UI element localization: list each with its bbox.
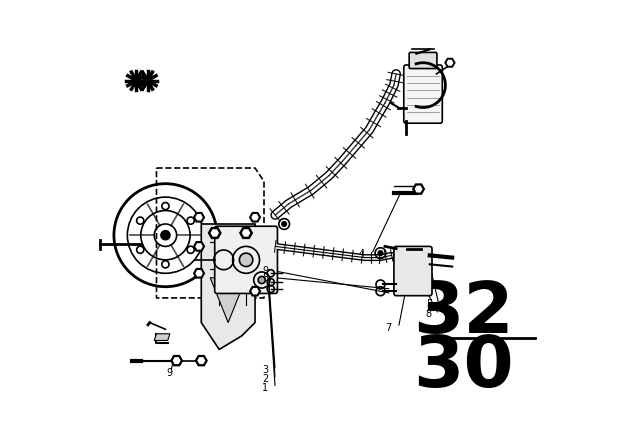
Polygon shape xyxy=(196,244,202,249)
Text: 8: 8 xyxy=(262,273,269,283)
Polygon shape xyxy=(250,213,260,222)
Polygon shape xyxy=(198,358,205,363)
Text: 8: 8 xyxy=(426,310,432,319)
Polygon shape xyxy=(194,242,204,251)
Text: 9: 9 xyxy=(262,266,269,276)
Text: 7: 7 xyxy=(385,323,392,333)
Polygon shape xyxy=(445,58,455,67)
Polygon shape xyxy=(154,334,170,340)
Polygon shape xyxy=(415,186,422,192)
Polygon shape xyxy=(447,60,452,65)
Polygon shape xyxy=(413,184,424,194)
Circle shape xyxy=(239,253,253,267)
Polygon shape xyxy=(202,224,255,349)
Text: 1: 1 xyxy=(262,383,269,393)
Text: 30: 30 xyxy=(413,333,514,402)
Polygon shape xyxy=(243,230,250,236)
Polygon shape xyxy=(240,228,252,238)
Polygon shape xyxy=(209,228,221,238)
FancyBboxPatch shape xyxy=(409,52,437,69)
Polygon shape xyxy=(210,278,246,323)
Polygon shape xyxy=(194,269,204,278)
Circle shape xyxy=(161,231,170,240)
Circle shape xyxy=(378,251,383,255)
Polygon shape xyxy=(196,215,202,220)
Text: 2: 2 xyxy=(262,375,269,384)
Polygon shape xyxy=(194,213,204,222)
Text: 32: 32 xyxy=(413,279,514,348)
FancyBboxPatch shape xyxy=(394,246,432,296)
Polygon shape xyxy=(171,356,182,366)
Polygon shape xyxy=(250,287,260,296)
Polygon shape xyxy=(211,230,218,236)
Polygon shape xyxy=(196,271,202,276)
Polygon shape xyxy=(252,289,258,294)
Circle shape xyxy=(282,222,287,226)
FancyBboxPatch shape xyxy=(404,65,442,123)
Circle shape xyxy=(258,276,266,284)
Polygon shape xyxy=(195,356,207,366)
Text: 3: 3 xyxy=(262,366,269,375)
FancyBboxPatch shape xyxy=(215,226,278,293)
Text: 9: 9 xyxy=(167,368,173,378)
Polygon shape xyxy=(173,358,180,363)
Text: 4: 4 xyxy=(358,250,365,259)
Polygon shape xyxy=(252,215,258,220)
Text: 5: 5 xyxy=(426,299,432,309)
